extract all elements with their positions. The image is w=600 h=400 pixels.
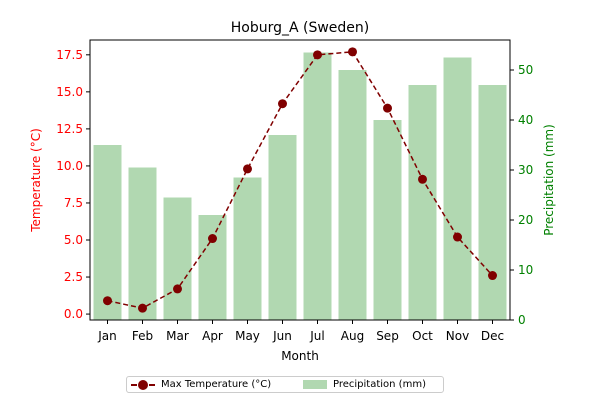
temperature-point: [208, 234, 217, 244]
precipitation-bar: [163, 197, 192, 320]
x-tick-label: Aug: [341, 329, 364, 343]
x-tick-label: Jan: [97, 329, 117, 343]
right-tick-label: 10: [518, 263, 533, 277]
temperature-point: [138, 303, 147, 313]
x-tick-label: Apr: [202, 329, 223, 343]
x-axis-label: Month: [281, 349, 319, 363]
precipitation-bar: [128, 167, 157, 320]
left-tick-label: 2.5: [64, 270, 83, 284]
precipitation-bar: [478, 85, 507, 320]
x-tick-label: Oct: [412, 329, 433, 343]
left-axis-ticks: 0.0 2.5 5.0 7.5 10.0 12.5 15.0 17.5: [56, 48, 90, 321]
x-tick-label: Jun: [272, 329, 292, 343]
precipitation-bar: [443, 57, 472, 320]
legend-entry-temperature: Max Temperature (°C): [131, 377, 271, 392]
temperature-point: [103, 296, 112, 306]
right-tick-label: 40: [518, 113, 533, 127]
right-tick-label: 50: [518, 63, 533, 77]
x-tick-label: Dec: [481, 329, 504, 343]
precipitation-bar: [338, 70, 367, 320]
chart-title: Hoburg_A (Sweden): [231, 20, 370, 36]
bars-layer: [93, 52, 507, 320]
legend-label-precipitation: Precipitation (mm): [333, 379, 426, 390]
temperature-point: [488, 271, 497, 281]
plot-frame: [89, 39, 511, 321]
x-tick-label: Feb: [132, 329, 153, 343]
left-tick-label: 17.5: [56, 48, 83, 62]
temperature-point: [243, 164, 252, 174]
precipitation-bar: [408, 85, 437, 320]
precipitation-bar: [268, 135, 297, 320]
left-tick-label: 5.0: [64, 233, 83, 247]
temperature-point: [453, 232, 462, 242]
right-axis-ticks: 0 10 20 30 40 50: [510, 63, 533, 327]
temperature-point: [348, 47, 357, 57]
x-tick-label: Nov: [446, 329, 469, 343]
precipitation-bar: [93, 145, 122, 320]
temperature-point: [278, 99, 287, 109]
right-tick-label: 30: [518, 163, 533, 177]
precipitation-bar: [303, 52, 332, 320]
legend-line-swatch: [131, 379, 155, 390]
left-tick-label: 12.5: [56, 122, 83, 136]
x-tick-label: Jul: [309, 329, 324, 343]
precipitation-bar: [373, 120, 402, 320]
legend-bar-swatch: [303, 380, 327, 389]
x-tick-label: Mar: [166, 329, 189, 343]
right-axis-label: Precipitation (mm): [542, 124, 556, 236]
left-tick-label: 0.0: [64, 307, 83, 321]
left-tick-label: 15.0: [56, 85, 83, 99]
left-tick-label: 10.0: [56, 159, 83, 173]
right-tick-label: 20: [518, 213, 533, 227]
temperature-point: [173, 284, 182, 294]
temperature-point: [383, 103, 392, 113]
legend: Max Temperature (°C) Precipitation (mm): [126, 376, 444, 393]
precipitation-bar: [198, 215, 227, 320]
temperature-point: [418, 174, 427, 184]
line-layer: [103, 47, 497, 313]
right-tick-label: 0: [518, 313, 526, 327]
x-axis-ticks: Jan Feb Mar Apr May Jun Jul Aug Sep Oct Nov Dec: [97, 320, 504, 343]
left-axis-label: Temperature (°C): [29, 128, 43, 233]
legend-label-temperature: Max Temperature (°C): [161, 379, 272, 390]
left-tick-label: 7.5: [64, 196, 83, 210]
precipitation-bar: [233, 177, 262, 320]
x-tick-label: Sep: [376, 329, 399, 343]
temperature-point: [313, 50, 322, 60]
x-tick-label: May: [235, 329, 260, 343]
legend-entry-precipitation: Precipitation (mm): [303, 377, 426, 392]
